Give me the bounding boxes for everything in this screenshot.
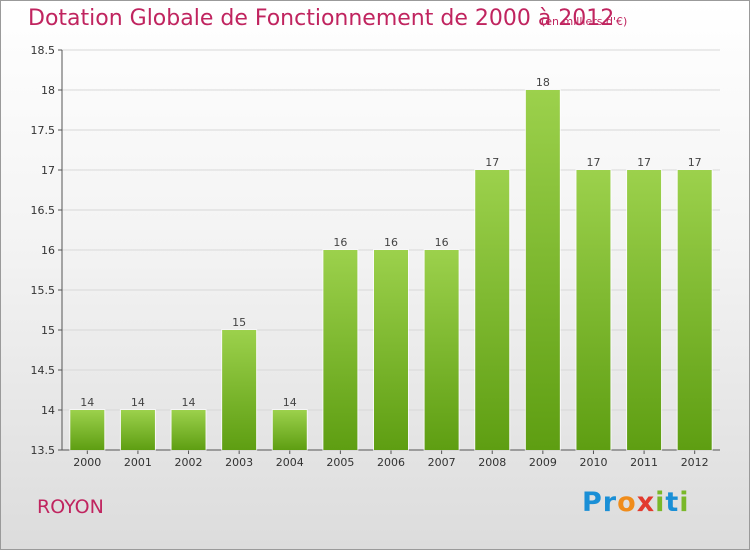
x-tick-label: 2009 — [529, 456, 557, 469]
chart-subtitle: (en milliers d'€) — [541, 15, 628, 28]
x-tick-label: 2011 — [630, 456, 658, 469]
logo-letter: i — [655, 487, 666, 518]
labels: 13.5 14 14.5 15 15.5 16 16.5 17 17.5 18 18.5 2000 14… — [31, 44, 709, 469]
y-tick-label: 16.5 — [31, 204, 56, 217]
proxiti-logo: Proxiti — [582, 487, 690, 518]
bar-value-label: 14 — [182, 396, 196, 409]
bar-value-label: 16 — [435, 236, 449, 249]
logo-letter: t — [665, 487, 680, 518]
bar — [525, 90, 560, 450]
logo-letter: x — [636, 487, 656, 518]
bar-value-label: 18 — [536, 76, 550, 89]
bar-value-label: 16 — [384, 236, 398, 249]
y-tick-label: 15 — [41, 324, 55, 337]
chart-title: Dotation Globale de Fonctionnement de 20… — [28, 6, 615, 31]
y-tick-label: 15.5 — [31, 284, 56, 297]
bar-value-label: 16 — [333, 236, 347, 249]
bar-value-label: 14 — [131, 396, 145, 409]
bar-value-label: 15 — [232, 316, 246, 329]
logo-letter: o — [617, 487, 637, 518]
bar — [627, 170, 662, 450]
bar — [475, 170, 510, 450]
bar-value-label: 17 — [688, 156, 702, 169]
x-tick-label: 2000 — [73, 456, 101, 469]
x-tick-label: 2010 — [579, 456, 607, 469]
logo-letter: r — [602, 487, 618, 518]
logo-letter: P — [582, 487, 603, 518]
x-tick-label: 2001 — [124, 456, 152, 469]
y-tick-label: 14 — [41, 404, 55, 417]
logo-letter: i — [679, 487, 690, 518]
y-tick-label: 16 — [41, 244, 55, 257]
y-tick-label: 14.5 — [31, 364, 56, 377]
bar-value-label: 14 — [80, 396, 94, 409]
bar — [677, 170, 712, 450]
y-tick-label: 18 — [41, 84, 55, 97]
x-tick-label: 2002 — [175, 456, 203, 469]
bar — [272, 410, 307, 450]
x-tick-label: 2006 — [377, 456, 405, 469]
bar — [424, 250, 459, 450]
bar — [323, 250, 358, 450]
bar — [576, 170, 611, 450]
x-tick-label: 2003 — [225, 456, 253, 469]
bar-value-label: 17 — [637, 156, 651, 169]
x-tick-label: 2004 — [276, 456, 304, 469]
y-tick-label: 17 — [41, 164, 55, 177]
place-name: ROYON — [37, 496, 104, 518]
bar — [120, 410, 155, 450]
bar-value-label: 14 — [283, 396, 297, 409]
y-tick-label: 17.5 — [31, 124, 56, 137]
bar — [222, 330, 257, 450]
x-tick-label: 2005 — [326, 456, 354, 469]
y-tick-label: 18.5 — [31, 44, 56, 57]
bar — [70, 410, 105, 450]
bars — [69, 89, 713, 451]
bar-value-label: 17 — [485, 156, 499, 169]
bar-value-label: 17 — [586, 156, 600, 169]
x-tick-label: 2008 — [478, 456, 506, 469]
bar — [374, 250, 408, 450]
x-tick-label: 2007 — [428, 456, 456, 469]
y-tick-label: 13.5 — [31, 444, 56, 457]
x-tick-label: 2012 — [681, 456, 709, 469]
bar — [171, 410, 206, 450]
